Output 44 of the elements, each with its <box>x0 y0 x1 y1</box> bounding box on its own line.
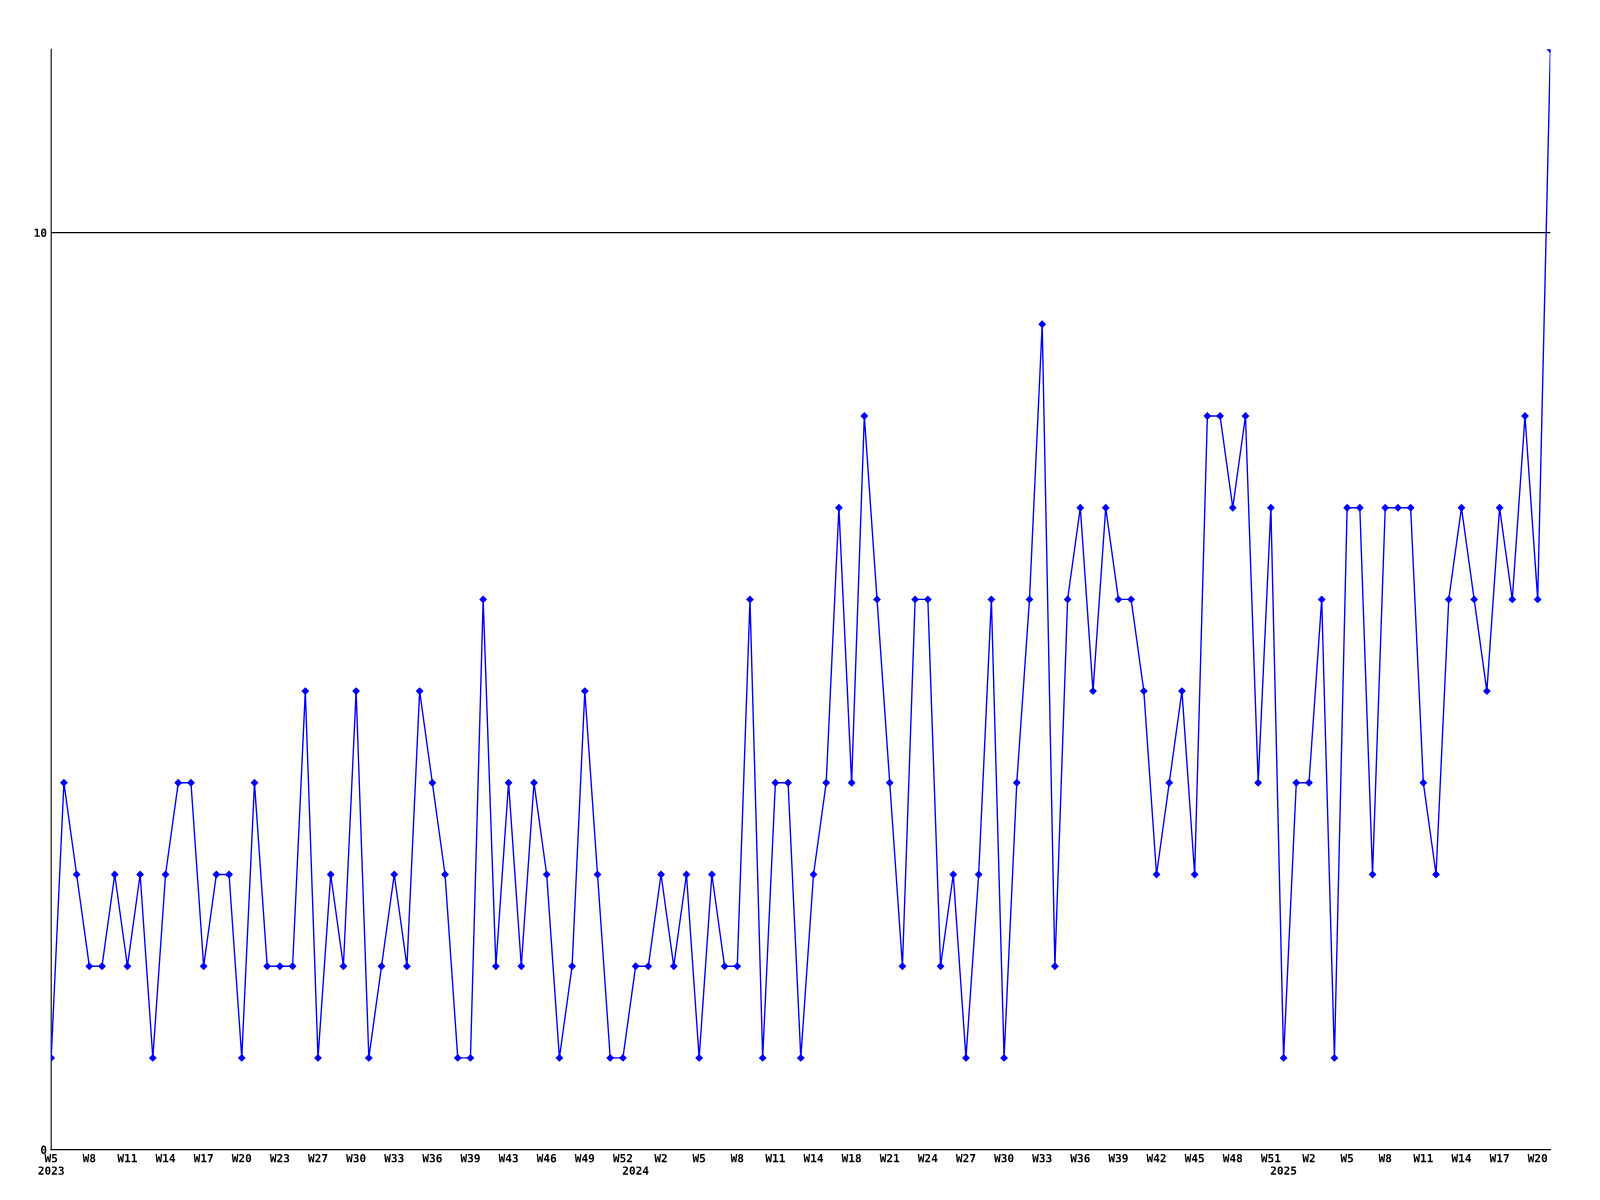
x-tick-label: W27 <box>955 1153 976 1163</box>
x-tick-label: W5 2023 <box>38 1154 64 1175</box>
x-tick-label: W43 <box>498 1153 518 1163</box>
x-tick-label: W46 <box>536 1153 557 1163</box>
x-tick-label: W39 <box>1108 1153 1128 1163</box>
x-tick-label: W36 <box>1070 1153 1090 1163</box>
x-tick-label: W17 <box>193 1154 213 1163</box>
x-tick-label: W5 <box>1340 1154 1354 1163</box>
x-tick-label: W14 <box>155 1154 176 1163</box>
x-tick-label: W39 <box>460 1153 480 1163</box>
x-tick-label: W14 <box>1451 1154 1471 1163</box>
x-tick-label: W24 <box>917 1153 938 1163</box>
x-tick-label: W21 <box>879 1153 900 1163</box>
x-tick-label: W17 <box>1489 1154 1509 1163</box>
x-tick-label: W23 <box>269 1153 290 1163</box>
x-tick-label: W33 <box>384 1153 404 1163</box>
y-tick-label: 0 <box>41 1145 47 1154</box>
x-tick-label: W5 <box>692 1154 706 1163</box>
x-tick-label: W30 <box>346 1153 366 1163</box>
x-tick-label: W48 <box>1222 1153 1243 1163</box>
x-tick-label: W11 <box>1413 1154 1433 1163</box>
x-tick-label: W11 <box>117 1154 137 1163</box>
x-tick-label: W33 <box>1032 1153 1052 1163</box>
x-tick-label: W52 <box>612 1153 633 1163</box>
y-tick-label: 10 <box>34 228 47 237</box>
x-tick-label: W14 <box>803 1154 824 1163</box>
x-tick-label: W11 <box>765 1154 785 1163</box>
x-tick-label: W20 <box>1527 1153 1548 1163</box>
x-tick-label: W42 <box>1146 1153 1166 1163</box>
x-tick-label: W51 <box>1260 1154 1281 1163</box>
x-tick-label: W20 <box>231 1153 252 1163</box>
x-tick-label: W2 <box>654 1153 667 1163</box>
x-tick-label: W27 <box>307 1153 328 1163</box>
x-tick-label: W2 <box>1302 1153 1315 1163</box>
x-tick-label: W8 <box>1378 1153 1392 1163</box>
x-tick-label: W18 <box>841 1153 861 1163</box>
x-tick-label: W45 <box>1184 1154 1204 1163</box>
x-tick-label: W8 <box>82 1153 96 1163</box>
x-tick-label: 2024 <box>622 1166 649 1175</box>
x-tick-label: 2025 <box>1270 1166 1297 1175</box>
x-tick-label: W8 <box>730 1153 744 1163</box>
x-tick-label: W36 <box>422 1153 442 1163</box>
x-tick-label: W30 <box>994 1153 1014 1163</box>
x-tick-label: W49 <box>574 1154 595 1163</box>
